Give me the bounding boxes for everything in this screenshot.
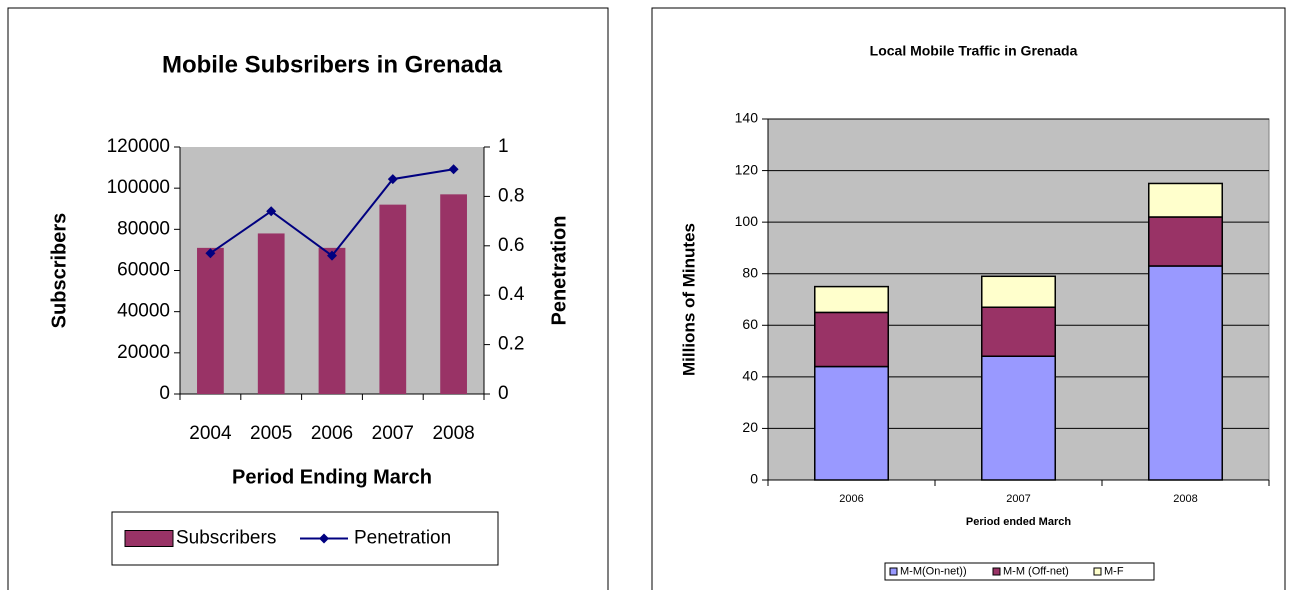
bar: [440, 194, 467, 394]
legend-swatch: [124, 530, 174, 547]
x-tick-label: 2007: [372, 423, 414, 444]
y-tick-label: 0: [750, 471, 758, 487]
bar-segment: [814, 311, 889, 368]
x-tick-label: 2008: [432, 423, 474, 444]
y-tick-label: 80000: [117, 218, 170, 239]
y-axis-label: Millions of Minutes: [679, 223, 698, 376]
legend-label: Penetration: [354, 528, 451, 549]
legend-label: Subscribers: [176, 528, 276, 549]
x-tick-label: 2006: [839, 493, 863, 505]
bar-segment: [981, 306, 1056, 357]
y-tick-label: 120: [735, 161, 759, 177]
legend-swatch: [1093, 567, 1102, 576]
legend-label: M-M(On-net)): [900, 565, 967, 577]
bar-segment: [981, 275, 1056, 308]
line-marker: [205, 248, 216, 259]
y2-tick-label: 0.2: [498, 334, 524, 355]
x-tick-label: 2004: [189, 423, 232, 444]
x-axis-label: Period ended March: [966, 516, 1071, 528]
bar-segment: [1148, 216, 1223, 267]
y2-tick-label: 0: [498, 383, 509, 404]
bar-segment: [814, 365, 889, 481]
legend-swatch: [889, 567, 898, 576]
bar-segment: [1148, 182, 1223, 218]
x-axis-label: Period Ending March: [232, 466, 432, 488]
legend-swatch: [992, 567, 1001, 576]
line-marker: [387, 174, 398, 185]
y2-axis-label: Penetration: [548, 215, 570, 325]
line-marker: [448, 164, 459, 175]
x-tick-label: 2006: [311, 423, 353, 444]
y-tick-label: 60000: [117, 260, 170, 281]
y-tick-label: 100: [735, 213, 759, 229]
y-tick-label: 100000: [107, 177, 170, 198]
y-axis-label: Subscribers: [48, 213, 70, 329]
legend-label: M-F: [1104, 565, 1124, 577]
legend-box: [884, 562, 1155, 581]
chart-title: Mobile Subsribers in Grenada: [162, 51, 503, 78]
legend-marker: [319, 533, 329, 544]
bar: [318, 247, 346, 394]
line-marker: [266, 206, 277, 217]
chart-title: Local Mobile Traffic in Grenada: [870, 43, 1078, 59]
y-tick-label: 0: [159, 383, 170, 404]
y-tick-label: 140: [735, 110, 759, 126]
y-tick-label: 40000: [117, 301, 170, 322]
legend-label: M-M (Off-net): [1003, 565, 1069, 577]
x-tick-label: 2005: [250, 423, 292, 444]
y-tick-label: 20: [742, 419, 758, 435]
y2-tick-label: 0.8: [498, 185, 524, 206]
x-tick-label: 2008: [1173, 493, 1197, 505]
bar: [379, 204, 407, 394]
y-tick-label: 120000: [107, 136, 170, 157]
y-tick-label: 60: [742, 316, 758, 332]
y2-tick-label: 0.4: [498, 284, 525, 305]
y2-tick-label: 0.6: [498, 235, 524, 256]
bar-segment: [814, 285, 889, 314]
bar-segment: [1148, 265, 1223, 481]
y-tick-label: 20000: [117, 342, 170, 363]
y-tick-label: 80: [742, 264, 758, 280]
y2-tick-label: 1: [498, 136, 509, 157]
line-marker: [327, 250, 337, 261]
y-tick-label: 40: [742, 368, 758, 384]
x-tick-label: 2007: [1006, 493, 1030, 505]
bar: [197, 247, 224, 394]
bar-segment: [981, 355, 1056, 481]
bar: [257, 233, 285, 394]
